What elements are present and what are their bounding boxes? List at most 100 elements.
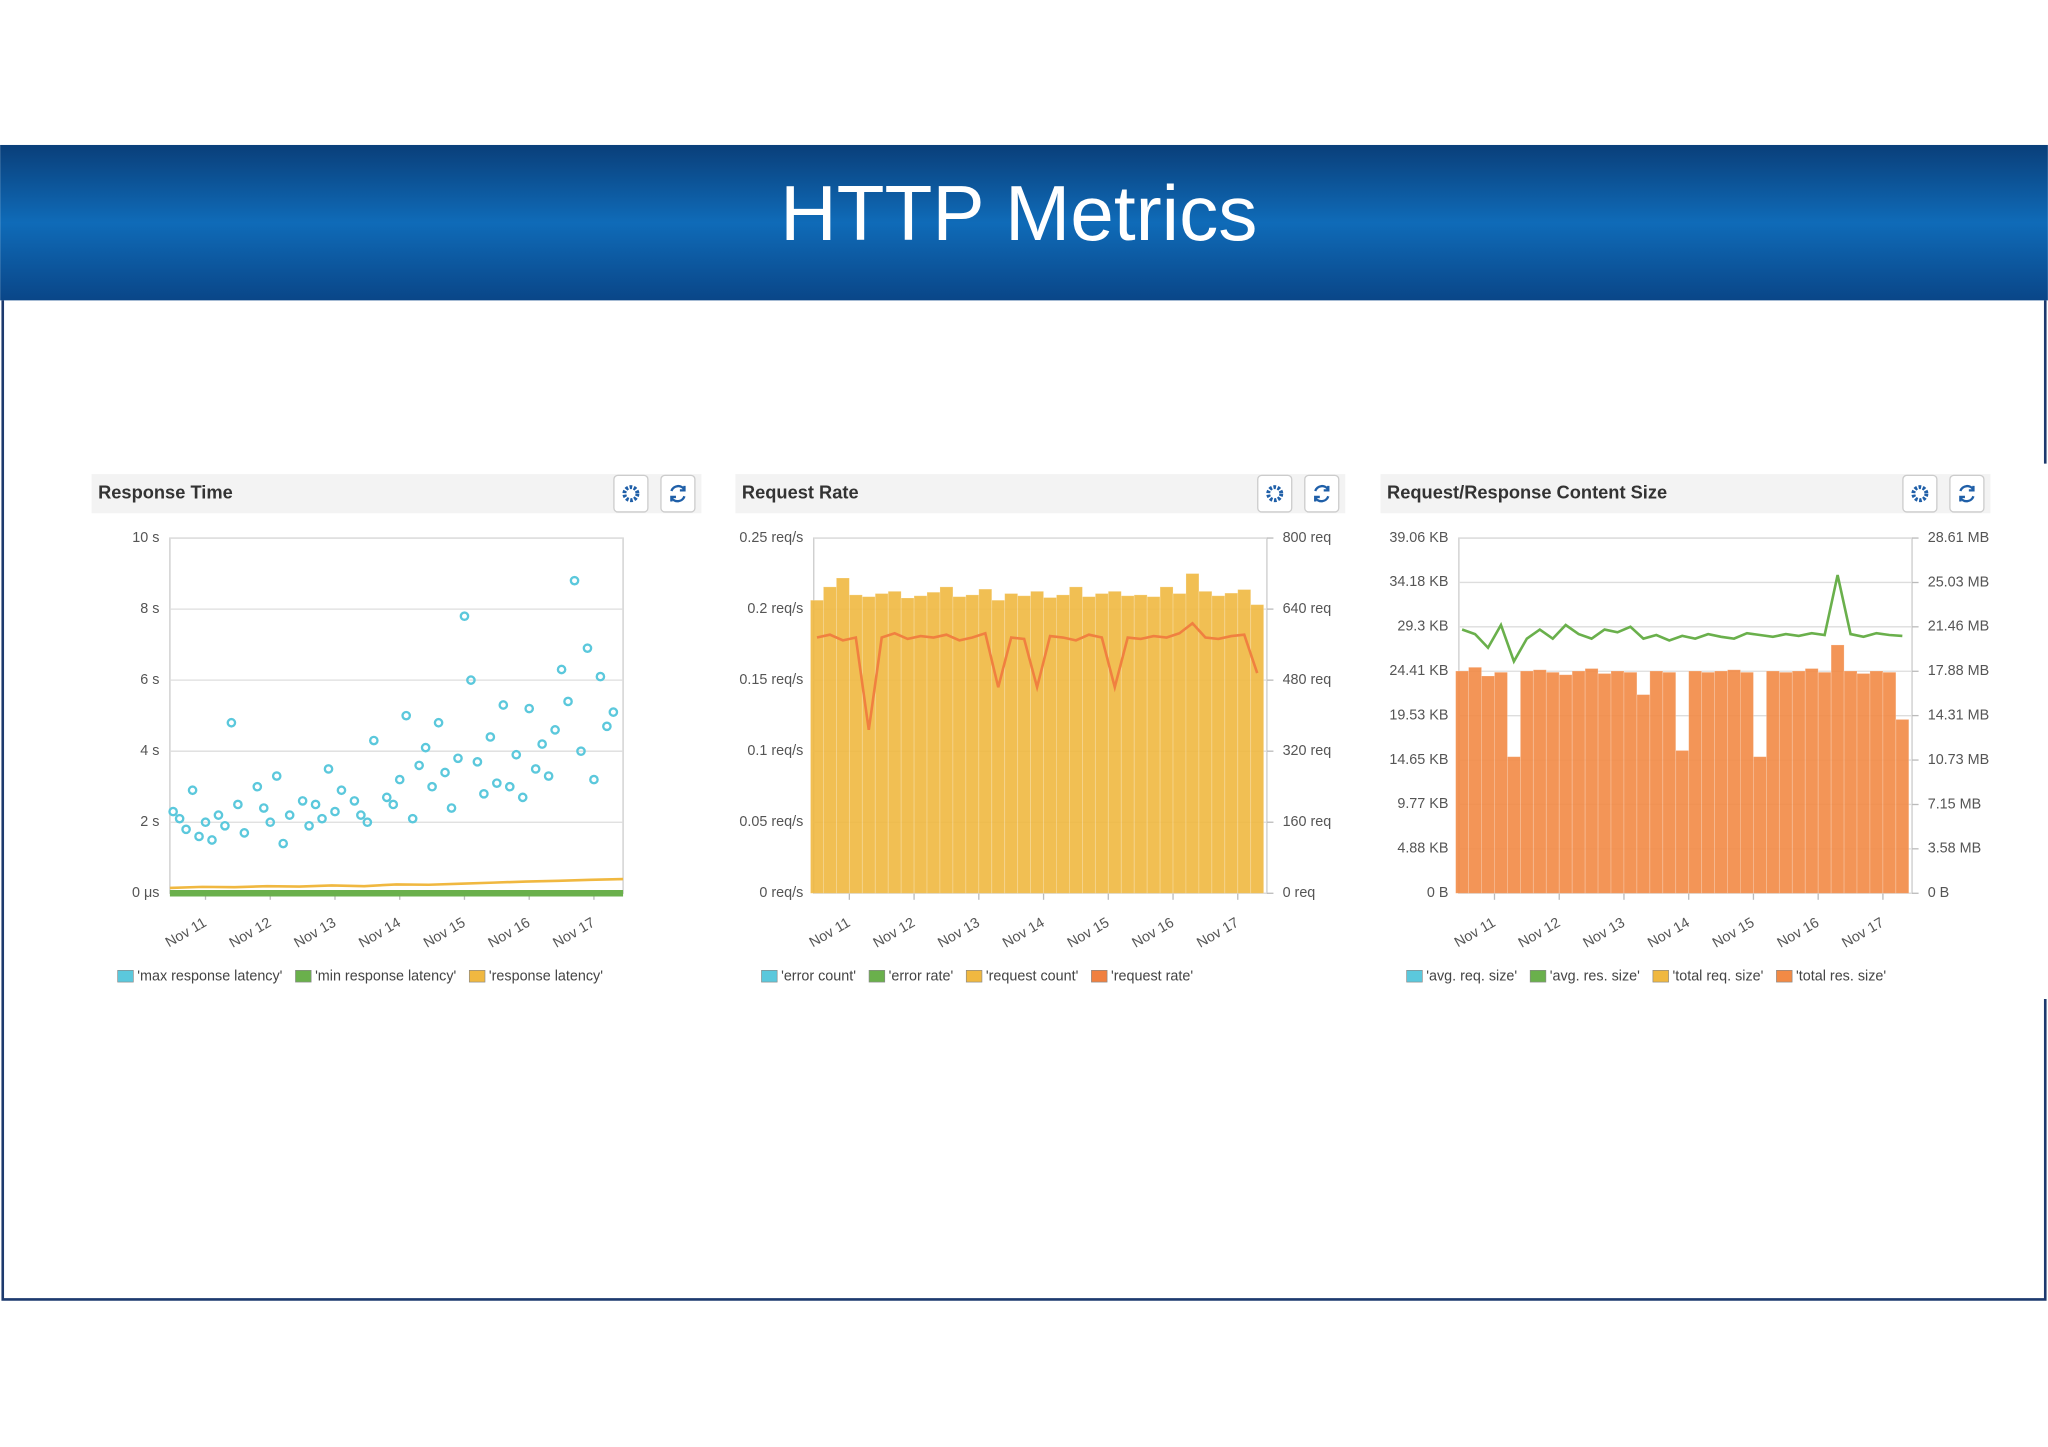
y-tick-label: 0.1 req/s — [747, 743, 803, 759]
point — [440, 767, 450, 778]
point — [239, 828, 250, 838]
y2-tick-label: 800 req — [1283, 530, 1332, 546]
y2-tick-label: 21.46 MB — [1928, 619, 1989, 635]
legend-label: 'min response latency' — [315, 969, 456, 985]
refresh-button-frame — [660, 474, 696, 513]
settings-button[interactable] — [1257, 474, 1293, 513]
point — [569, 575, 580, 586]
point — [284, 810, 295, 820]
gear-icon — [622, 485, 640, 503]
legend-swatch — [868, 969, 886, 983]
legend-label: 'max response latency' — [137, 969, 282, 985]
y2-tick-label: 14.31 MB — [1928, 707, 1989, 723]
legend-swatch — [761, 969, 778, 983]
x-tick-label: Nov 17 — [1839, 915, 1886, 952]
bar — [1856, 673, 1871, 894]
x-tick-label: Nov 13 — [1580, 915, 1627, 952]
refresh-icon — [1314, 484, 1330, 503]
y-tick-label: 4.88 KB — [1397, 841, 1448, 857]
panel-header — [735, 474, 1346, 514]
point — [556, 664, 567, 675]
bar — [1804, 668, 1819, 894]
legend-label: 'avg. res. size' — [1550, 969, 1640, 985]
panel-title: Request Rate — [742, 481, 859, 502]
point — [491, 778, 502, 788]
point — [504, 781, 515, 792]
refresh-button[interactable] — [1949, 474, 1985, 513]
bar — [1869, 670, 1884, 894]
x-tick-label: Nov 12 — [871, 915, 918, 952]
bar — [1791, 670, 1806, 894]
x-tick-label: Nov 14 — [1000, 915, 1047, 952]
y-tick-label: 2 s — [140, 814, 159, 830]
bar — [1211, 595, 1226, 894]
point — [336, 785, 347, 796]
y2-tick-label: 7.15 MB — [1928, 796, 1981, 812]
bar — [1507, 756, 1521, 894]
x-tick-label: Nov 14 — [1645, 915, 1692, 952]
point — [550, 725, 560, 735]
point — [608, 707, 619, 717]
bar — [1649, 670, 1664, 894]
point — [181, 824, 191, 835]
settings-button[interactable] — [613, 474, 649, 513]
refresh-button-frame — [1949, 474, 1985, 513]
legend-label: 'response latency' — [489, 969, 603, 985]
y-tick-label: 34.18 KB — [1389, 574, 1448, 590]
bar — [1107, 590, 1122, 894]
legend-label: 'total req. size' — [1673, 969, 1764, 985]
refresh-icon — [1959, 484, 1975, 503]
y2-tick-label: 25.03 MB — [1928, 574, 1989, 590]
point — [368, 735, 379, 746]
point — [213, 810, 224, 820]
y2-tick-label: 640 req — [1283, 601, 1332, 617]
bar — [1043, 597, 1057, 894]
y2-tick-label: 160 req — [1283, 814, 1332, 830]
point — [427, 781, 437, 792]
legend-label: 'error count' — [781, 969, 856, 985]
y2-tick-label: 3.58 MB — [1928, 841, 1981, 857]
legend-swatch — [295, 969, 312, 983]
point — [194, 831, 204, 842]
point — [530, 764, 541, 774]
y-tick-label: 0 req/s — [759, 885, 803, 901]
x-tick-label: Nov 12 — [1516, 915, 1563, 952]
bar — [1455, 670, 1469, 894]
bar — [991, 599, 1006, 894]
legend-label: 'avg. req. size' — [1426, 969, 1517, 985]
y2-tick-label: 17.88 MB — [1928, 663, 1989, 679]
settings-button[interactable] — [1902, 474, 1938, 513]
point — [297, 796, 308, 806]
gear-icon — [1911, 485, 1929, 503]
x-tick-label: Nov 17 — [550, 915, 597, 952]
bar — [1468, 666, 1482, 894]
panel-title: Response Time — [98, 481, 233, 502]
point — [168, 806, 178, 817]
x-tick-label: Nov 11 — [1452, 915, 1498, 951]
bar — [1519, 670, 1534, 894]
y-tick-label: 14.65 KB — [1389, 752, 1448, 768]
y-tick-label: 39.06 KB — [1389, 530, 1448, 546]
point — [304, 820, 314, 831]
y2-tick-label: 0 req — [1283, 885, 1316, 901]
x-tick-label: Nov 15 — [1710, 915, 1757, 952]
line — [1461, 574, 1903, 665]
refresh-button-frame — [1304, 474, 1340, 513]
refresh-button[interactable] — [660, 474, 696, 513]
x-tick-label: Nov 13 — [291, 915, 338, 952]
point — [576, 746, 586, 757]
bar — [810, 599, 824, 894]
refresh-button[interactable] — [1304, 474, 1340, 513]
y2-tick-label: 480 req — [1283, 672, 1332, 688]
y-tick-label: 29.3 KB — [1397, 619, 1448, 635]
point — [252, 781, 263, 792]
settings-button-frame — [1257, 474, 1293, 513]
settings-button-frame — [613, 474, 649, 513]
y2-tick-label: 320 req — [1283, 743, 1332, 759]
point — [446, 803, 457, 813]
legend-swatch — [1652, 969, 1669, 983]
header-band — [0, 144, 2048, 301]
x-tick-label: Nov 15 — [1065, 915, 1112, 952]
bar — [900, 597, 915, 894]
